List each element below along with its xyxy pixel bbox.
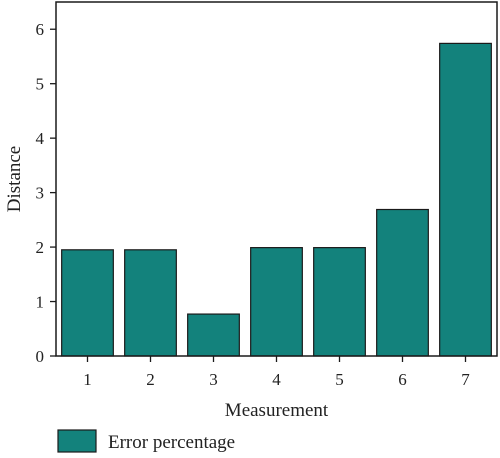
bar-6 bbox=[376, 208, 429, 357]
legend: Error percentage bbox=[57, 429, 235, 453]
y-tick-label: 6 bbox=[36, 20, 45, 39]
x-axis-ticks: 1 2 3 4 5 6 7 bbox=[83, 356, 470, 389]
bar-1 bbox=[61, 249, 114, 357]
legend-swatch bbox=[57, 429, 97, 453]
bar-5 bbox=[313, 247, 366, 357]
y-tick-label: 2 bbox=[36, 238, 45, 257]
x-tick-label: 5 bbox=[335, 370, 344, 389]
x-tick-label: 3 bbox=[209, 370, 218, 389]
x-tick-label: 1 bbox=[83, 370, 92, 389]
legend-label: Error percentage bbox=[108, 432, 235, 453]
y-axis-title: Distance bbox=[4, 146, 25, 212]
bar-3 bbox=[187, 313, 240, 357]
y-axis-ticks: 0 1 2 3 4 5 6 bbox=[36, 20, 56, 366]
bar-7 bbox=[439, 42, 492, 357]
bar-2 bbox=[124, 249, 177, 357]
x-tick-label: 4 bbox=[272, 370, 281, 389]
plot-frame bbox=[55, 1, 498, 357]
x-axis-title: Measurement bbox=[225, 400, 329, 421]
y-tick-label: 5 bbox=[36, 75, 45, 94]
y-tick-label: 3 bbox=[36, 184, 45, 203]
bar-4 bbox=[250, 247, 303, 357]
bars bbox=[61, 42, 492, 357]
x-tick-label: 6 bbox=[398, 370, 407, 389]
x-tick-label: 2 bbox=[146, 370, 155, 389]
x-tick-label: 7 bbox=[461, 370, 470, 389]
y-tick-label: 0 bbox=[36, 347, 45, 366]
y-tick-label: 4 bbox=[36, 129, 45, 148]
y-tick-label: 1 bbox=[36, 293, 45, 312]
